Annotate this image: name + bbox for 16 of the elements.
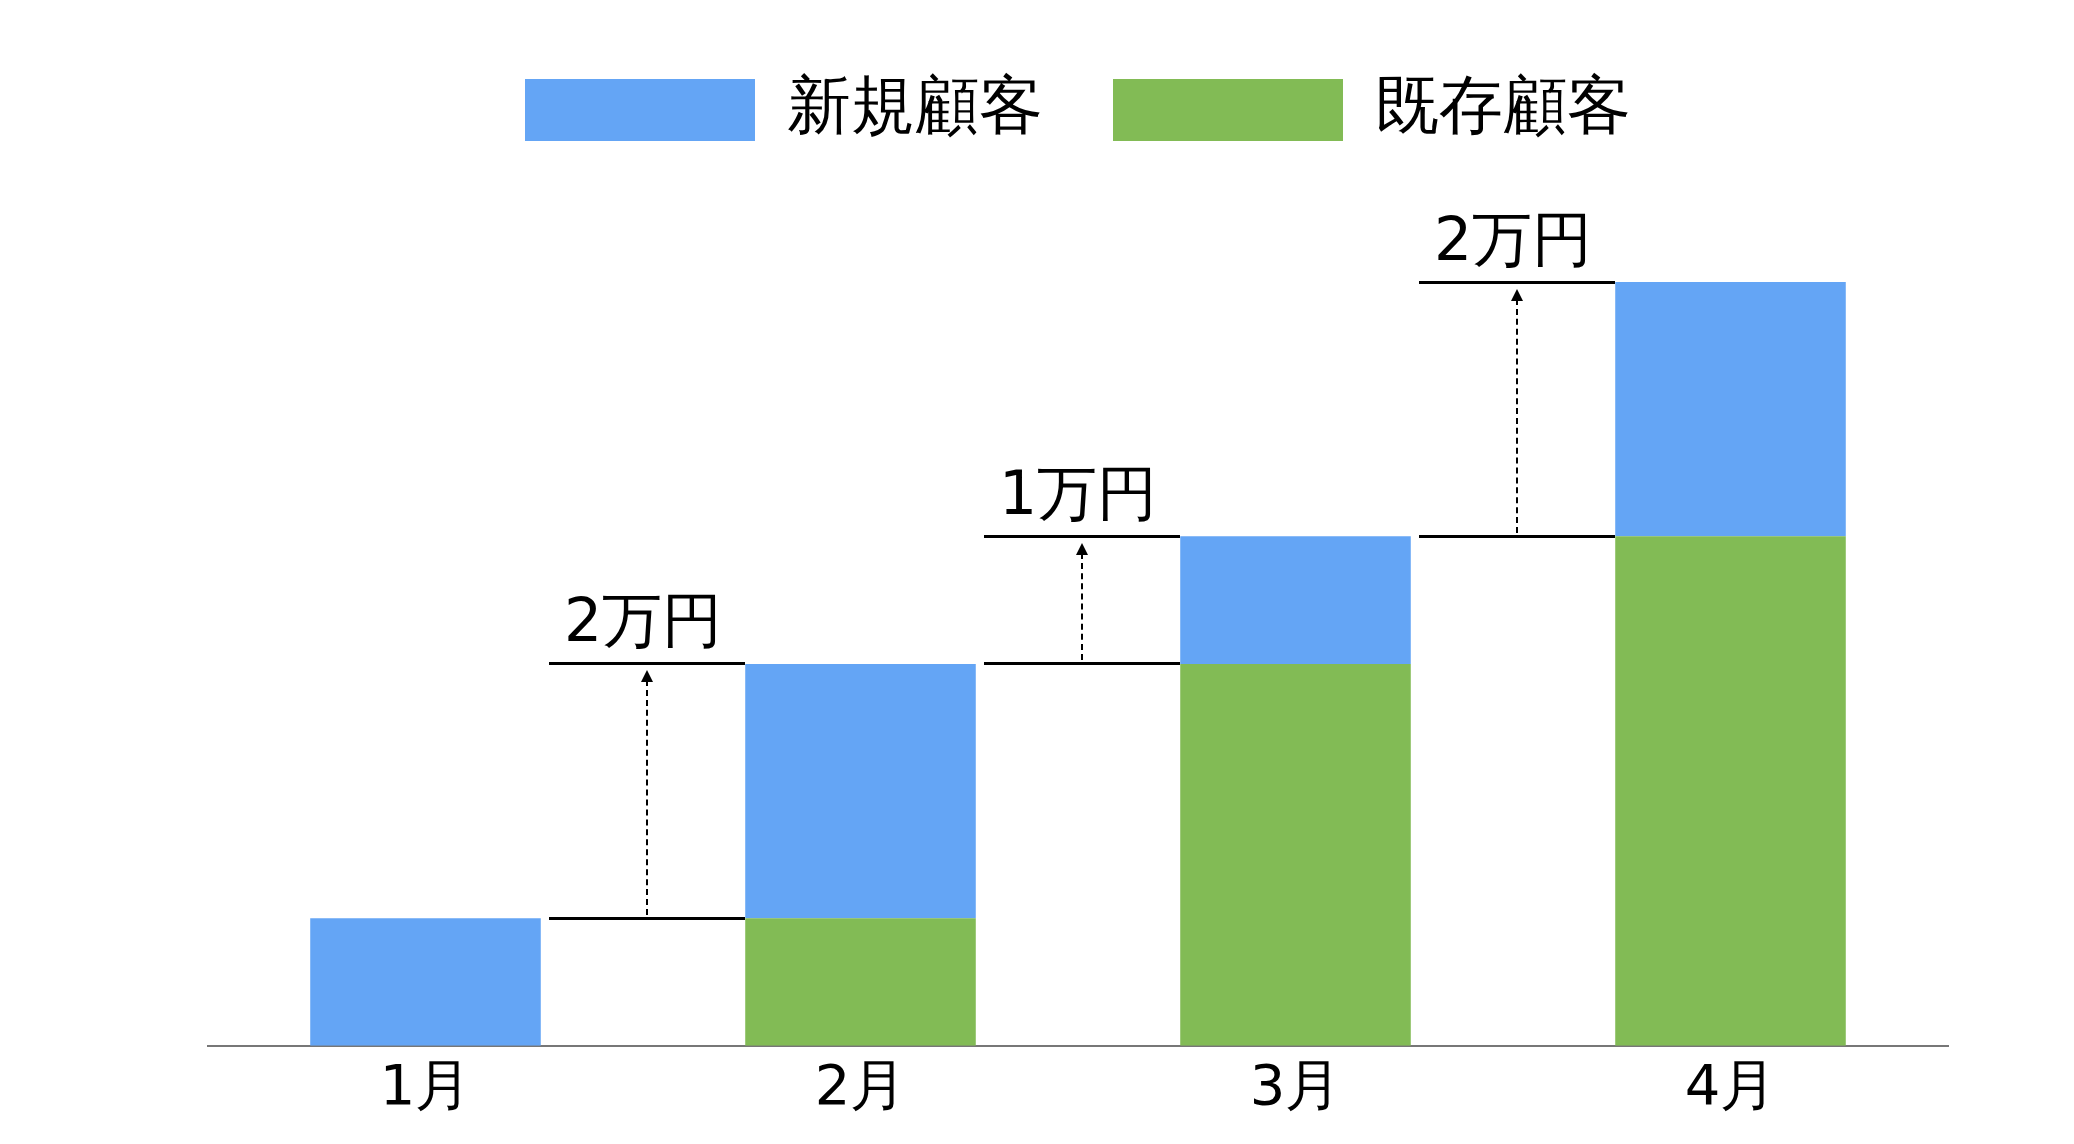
bar [745,918,976,1046]
bar [310,918,541,1046]
x-tick-label: 2月 [814,1051,907,1117]
legend-label: 新規顧客 [787,67,1043,142]
bar [745,663,976,919]
bar [1180,663,1411,1046]
x-tick-label: 3月 [1249,1051,1342,1117]
x-tick-label: 1月 [379,1051,472,1117]
bar [1180,536,1411,664]
bar [1615,282,1846,537]
annotation: 2万円 [563,585,723,656]
annotation: 1万円 [998,457,1158,528]
legend-label: 既存顧客 [1375,67,1631,142]
text: 2万円 [1433,203,1593,274]
bar [1615,536,1846,1046]
x-tick-label: 4月 [1684,1051,1777,1117]
